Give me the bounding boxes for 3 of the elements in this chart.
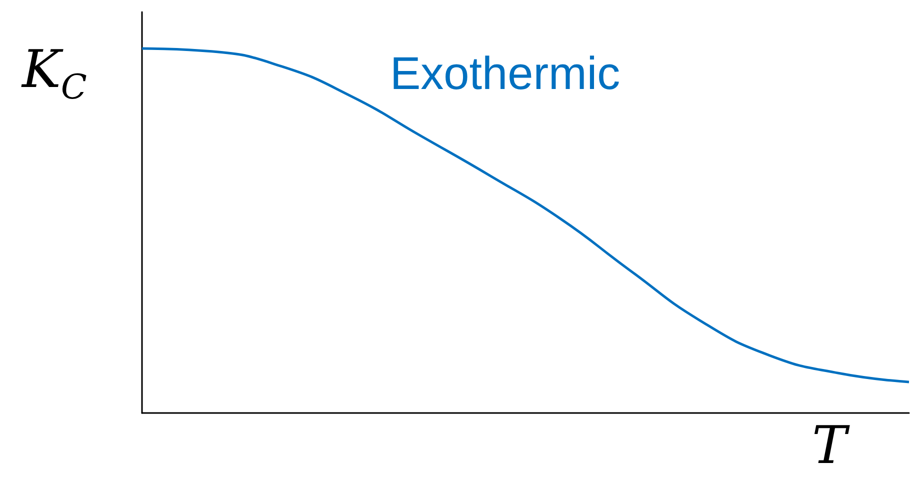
y-axis-title: K$_{C}$ xyxy=(22,40,87,108)
annotation: Exothermic xyxy=(390,47,620,99)
x-axis-title: T xyxy=(812,416,850,476)
